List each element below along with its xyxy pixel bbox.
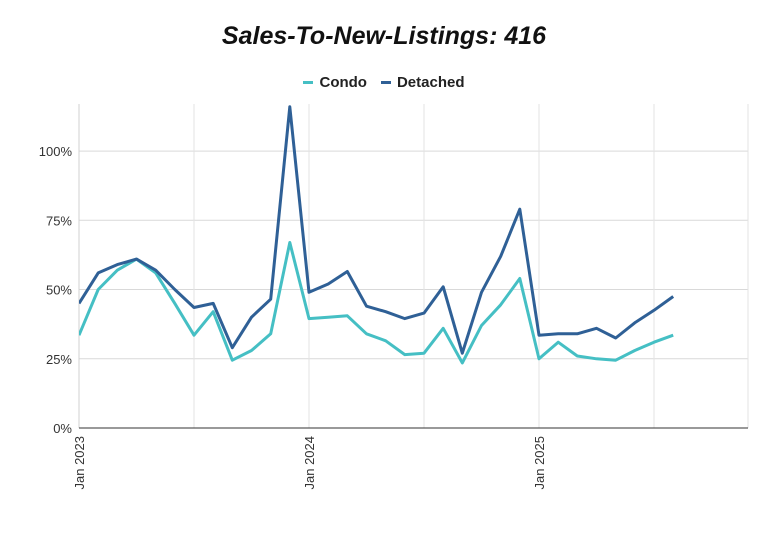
x-tick-label: Jan 2023 (72, 436, 87, 490)
legend-item-detached[interactable]: Detached (380, 74, 465, 91)
legend-label-detached: Detached (396, 74, 465, 91)
legend-swatch-detached (380, 81, 391, 84)
chart-title: Sales-To-New-Listings: 416 (221, 22, 547, 50)
y-tick-label: 0% (53, 421, 72, 436)
y-tick-label: 75% (46, 213, 72, 228)
y-tick-label: 25% (46, 352, 72, 367)
x-tick-label: Jan 2024 (302, 436, 317, 490)
y-tick-label: 100% (39, 144, 73, 159)
y-tick-label: 50% (46, 283, 72, 298)
series-line-detached (79, 105, 675, 355)
legend-item-condo[interactable]: Condo (303, 74, 367, 91)
legend-label-condo: Condo (319, 74, 367, 91)
series-line-condo (79, 241, 674, 365)
x-tick-label: Jan 2025 (532, 436, 547, 490)
legend: Condo Detached (0, 74, 768, 91)
legend-swatch-condo (303, 81, 314, 84)
